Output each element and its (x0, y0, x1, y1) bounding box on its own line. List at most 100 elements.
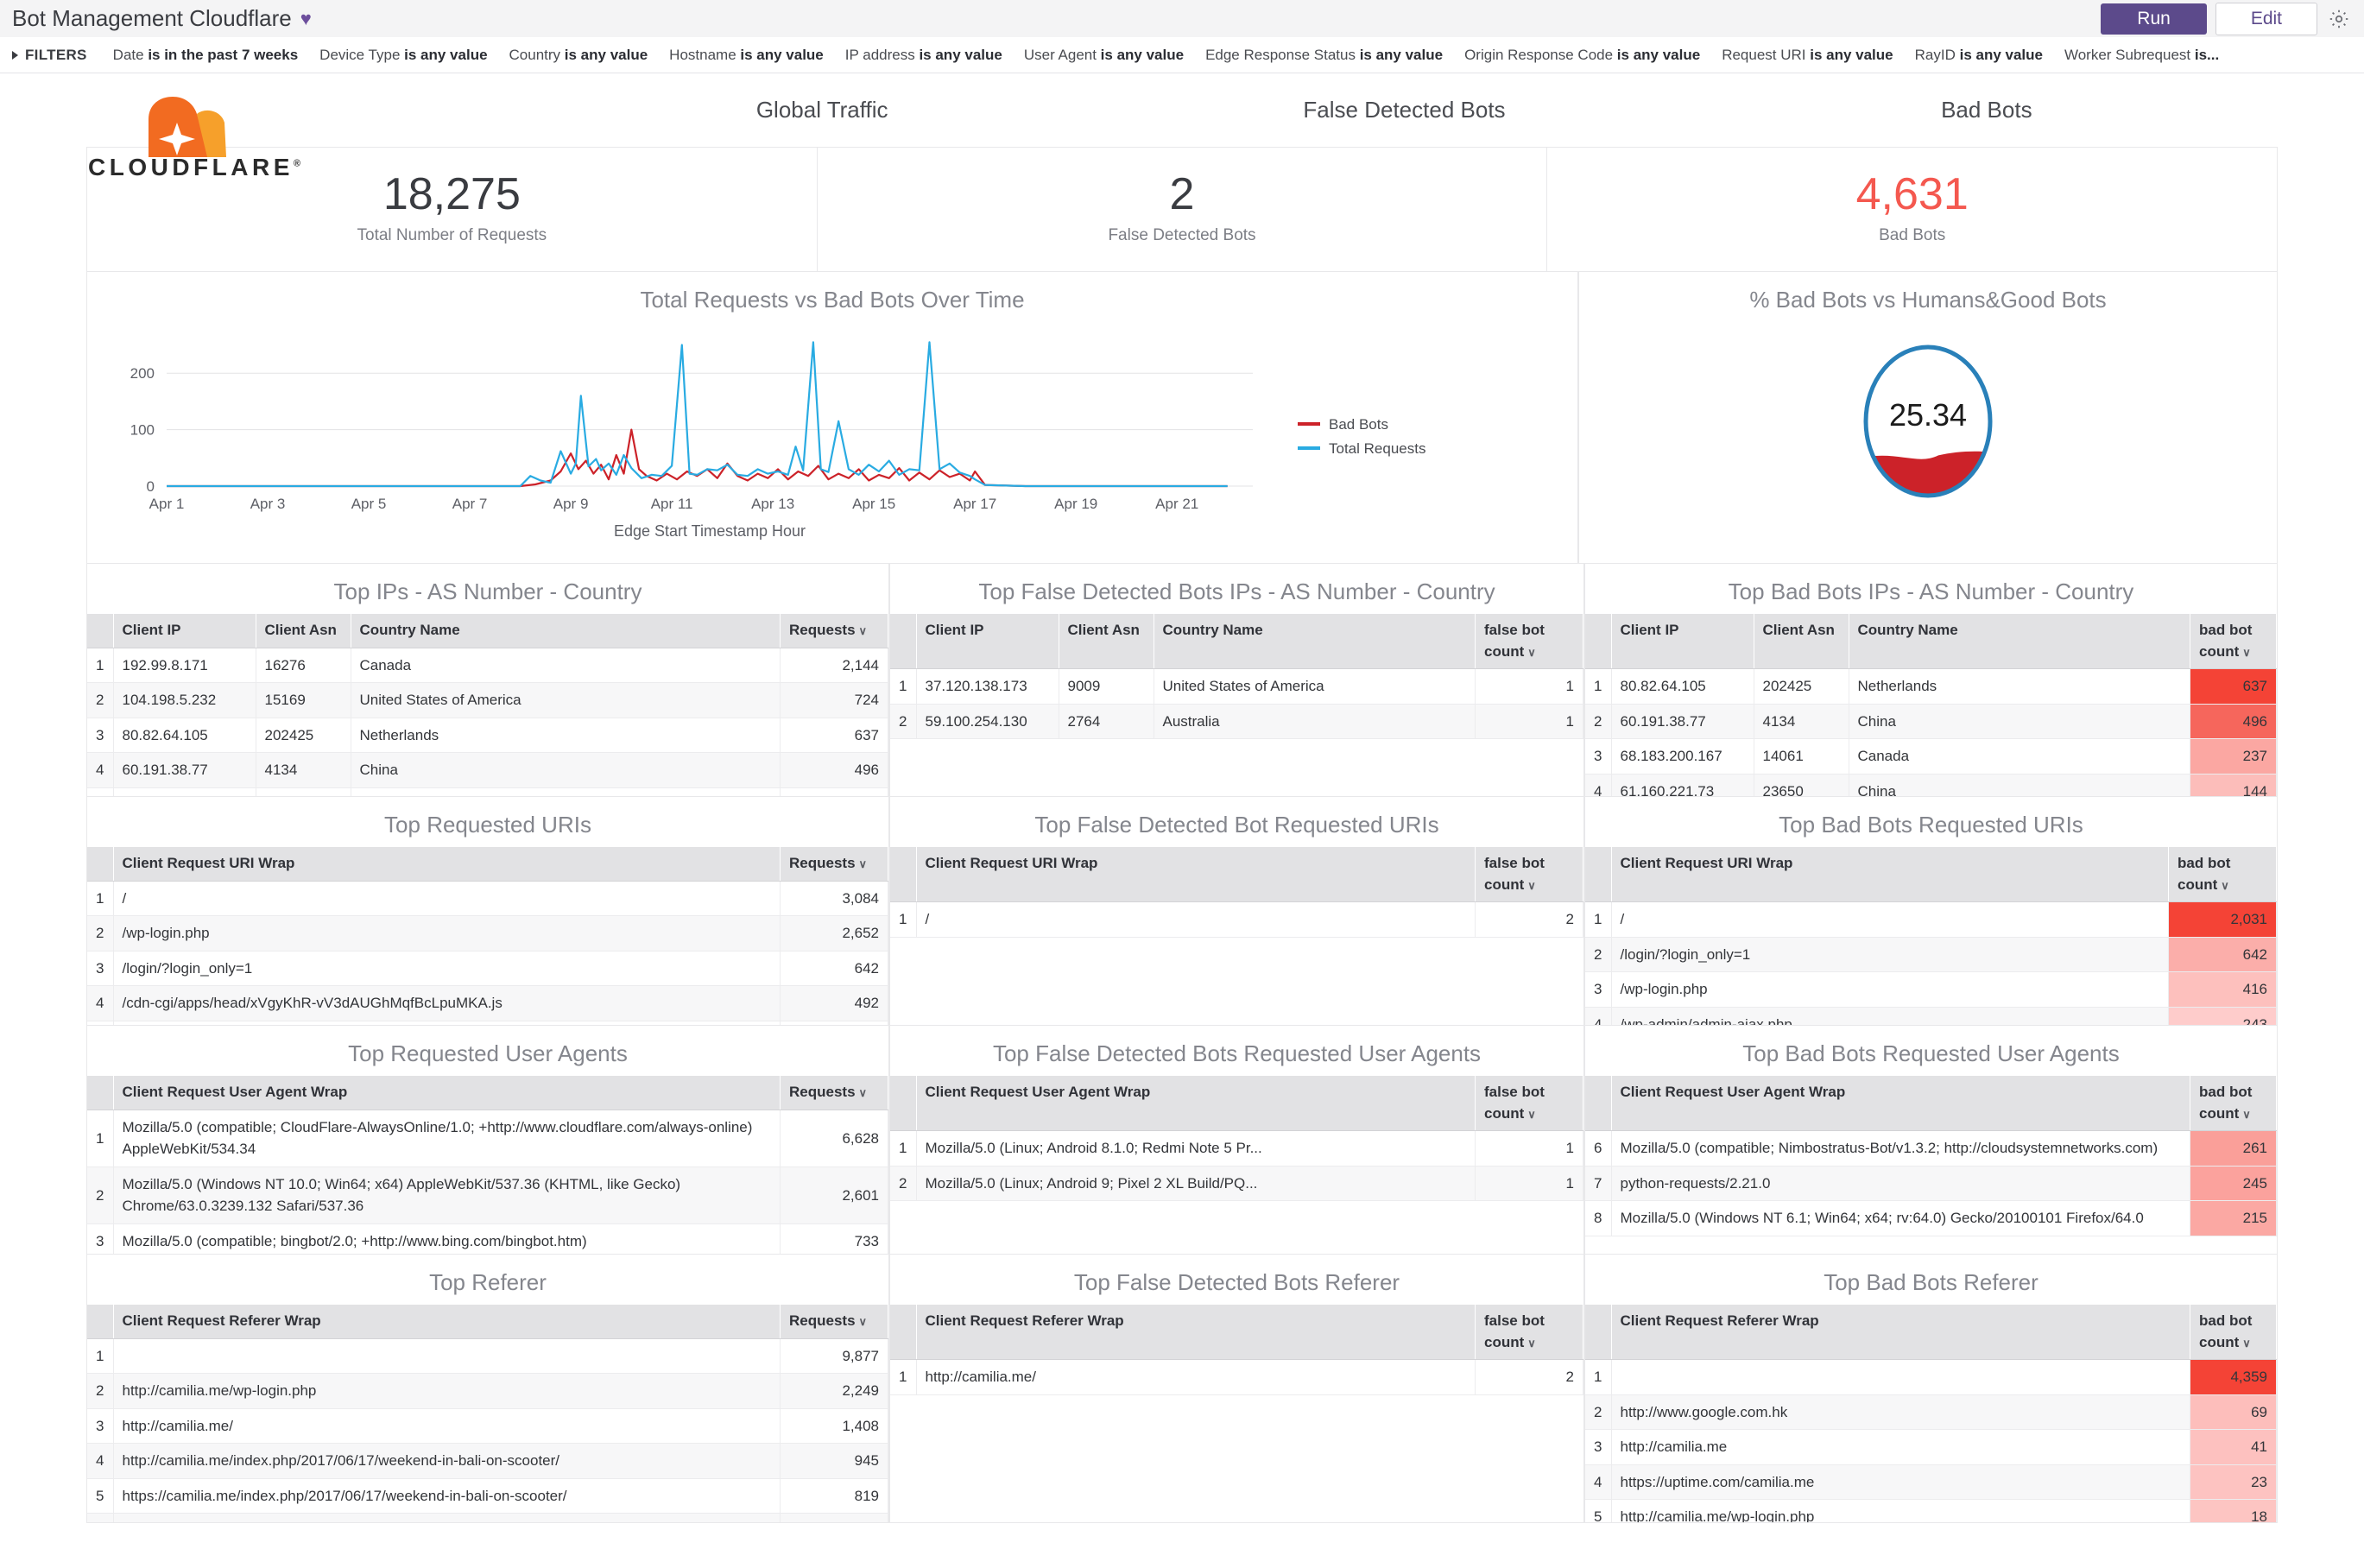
table-row[interactable]: 5 http://camilia.me/wp-login.php 18 (1585, 1499, 2277, 1523)
filter-chip[interactable]: User Agent is any value (1024, 47, 1184, 64)
table-row[interactable]: 2 104.198.5.232 15169 United States of Amer… (87, 682, 888, 718)
table-row[interactable]: 1 80.82.64.105 202425 Netherlands 637 (1585, 668, 2277, 705)
sort-chevron-down-icon[interactable]: ∨ (858, 857, 868, 871)
table-row[interactable]: 4/wp-admin/admin-ajax.php 243 (1585, 1007, 2277, 1026)
table-row[interactable]: 4 https://uptime.com/camilia.me 23 (1585, 1464, 2277, 1501)
table-row[interactable]: 3 http://camilia.me 41 (1585, 1429, 2277, 1465)
column-header[interactable]: false bot count ∨ (1475, 1305, 1583, 1361)
sort-chevron-down-icon[interactable]: ∨ (858, 624, 868, 638)
table-row[interactable]: 1 192.99.8.171 16276 Canada 2,144 (87, 648, 888, 684)
filters-toggle[interactable]: FILTERS (12, 47, 87, 64)
column-header[interactable]: Client Asn (256, 614, 351, 648)
data-table[interactable]: Client Request URI Wrap bad bot count ∨ 1/2… (1585, 847, 2277, 1026)
data-table[interactable]: Client Request URI Wrap Requests ∨ 1/3,084 2… (87, 847, 888, 1026)
filter-chip[interactable]: Device Type is any value (319, 47, 487, 64)
filter-chip[interactable]: Date is in the past 7 weeks (113, 47, 299, 64)
sort-chevron-down-icon[interactable]: ∨ (858, 1315, 868, 1329)
table-row[interactable]: 3/wp-login.php 416 (1585, 971, 2277, 1008)
table-row[interactable]: 1/2,031 (1585, 901, 2277, 938)
edit-button[interactable]: Edit (2215, 2, 2317, 35)
table-row[interactable]: 1 Mozilla/5.0 (compatible; CloudFlare-Alw… (87, 1110, 888, 1167)
data-table[interactable]: Client Request Referer Wrap Requests ∨ 1 9,8… (87, 1305, 888, 1523)
gear-icon[interactable] (2326, 6, 2352, 32)
data-table[interactable]: Client Request User Agent Wrap false bot … (890, 1076, 1583, 1202)
table-row[interactable]: 4/cdn-cgi/apps/head/xVgyKhR-vV3dAUGhMqfB… (87, 985, 888, 1021)
column-header[interactable]: Client Request User Agent Wrap (1611, 1076, 2190, 1132)
column-header[interactable]: Client Asn (1059, 614, 1154, 670)
sort-chevron-down-icon[interactable]: ∨ (2221, 878, 2229, 892)
column-header[interactable]: Client Request User Agent Wrap (113, 1076, 781, 1110)
table-row[interactable]: 1 37.120.138.173 9009 United States of Amer… (890, 668, 1583, 705)
data-table[interactable]: Client Request Referer Wrap bad bot count… (1585, 1305, 2277, 1523)
data-table[interactable]: Client IP Client Asn Country Name Requests ∨… (87, 614, 888, 797)
filter-chip[interactable]: IP address is any value (845, 47, 1002, 64)
column-header[interactable]: Country Name (1154, 614, 1476, 670)
table-row[interactable]: 2 http://www.google.com.hk 69 (1585, 1394, 2277, 1431)
column-header[interactable]: Client Request User Agent Wrap (916, 1076, 1476, 1132)
column-header[interactable]: bad bot count ∨ (2190, 1305, 2277, 1361)
sort-chevron-down-icon[interactable]: ∨ (1527, 645, 1536, 659)
sort-chevron-down-icon[interactable]: ∨ (1527, 878, 1536, 892)
table-row[interactable]: 2 Mozilla/5.0 (Windows NT 10.0; Win64; x6… (87, 1167, 888, 1224)
table-row[interactable]: 2 59.100.254.130 2764 Australia 1 (890, 704, 1583, 740)
data-table[interactable]: Client Request User Agent Wrap Requests ∨ 1… (87, 1076, 888, 1255)
sort-chevron-down-icon[interactable]: ∨ (2242, 1107, 2251, 1121)
table-row[interactable]: 1/3,084 (87, 881, 888, 917)
column-header[interactable]: Client Request URI Wrap (1611, 847, 2169, 903)
data-table[interactable]: Client IP Client Asn Country Name bad bot c… (1585, 614, 2277, 797)
table-row[interactable]: 4 60.191.38.77 4134 China 496 (87, 752, 888, 788)
column-header[interactable]: Client IP (1611, 614, 1754, 670)
column-header[interactable]: Country Name (1849, 614, 2190, 670)
filter-chip[interactable]: Edge Response Status is any value (1205, 47, 1443, 64)
table-row[interactable]: 5 https://camilia.me/index.php/2017/06/17… (87, 1478, 888, 1514)
table-row[interactable]: 8 Mozilla/5.0 (Windows NT 6.1; Win64; x64… (1585, 1200, 2277, 1236)
bad-bot-percent-gauge[interactable]: 25.34 (1855, 344, 2001, 499)
column-header[interactable]: false bot count ∨ (1475, 1076, 1583, 1132)
sort-chevron-down-icon[interactable]: ∨ (2242, 1336, 2251, 1350)
column-header[interactable]: bad bot count ∨ (2190, 614, 2277, 670)
table-row[interactable]: 6https://camilia.me/458 (87, 1513, 888, 1523)
table-row[interactable]: 2/login/?login_only=1 642 (1585, 937, 2277, 973)
table-row[interactable]: 6 Mozilla/5.0 (compatible; Nimbostratus-B… (1585, 1130, 2277, 1167)
timeseries-chart[interactable]: 0 100 200 Apr 1 Apr 3 Apr 5 Apr 7 Apr 9 Apr 11 Ap… (87, 322, 1577, 553)
column-header[interactable]: Client Request URI Wrap (916, 847, 1476, 903)
column-header[interactable]: bad bot count ∨ (2190, 1076, 2277, 1132)
heart-icon[interactable]: ♥ (300, 7, 312, 29)
column-header[interactable]: Requests ∨ (780, 1305, 888, 1339)
data-table[interactable]: Client IP Client Asn Country Name false bot… (890, 614, 1583, 740)
column-header[interactable]: Country Name (351, 614, 781, 648)
column-header[interactable]: Client IP (113, 614, 256, 648)
table-row[interactable]: 3 80.82.64.105 202425 Netherlands 637 (87, 718, 888, 754)
table-row[interactable]: 2 Mozilla/5.0 (Linux; Android 9; Pixel 2 … (890, 1166, 1583, 1202)
data-table[interactable]: Client Request URI Wrap false bot count ∨ 1… (890, 847, 1583, 938)
filter-chip[interactable]: Country is any value (509, 47, 648, 64)
filter-chip[interactable]: Request URI is any value (1722, 47, 1893, 64)
table-row[interactable]: 1 9,877 (87, 1338, 888, 1375)
column-header[interactable]: Requests ∨ (780, 614, 888, 648)
table-row[interactable]: 4 61.160.221.73 23650 China 144 (1585, 774, 2277, 797)
column-header[interactable]: Client IP (916, 614, 1059, 670)
column-header[interactable]: Client Asn (1754, 614, 1849, 670)
table-row[interactable]: 2 http://camilia.me/wp-login.php 2,249 (87, 1373, 888, 1409)
table-row[interactable]: 1 http://camilia.me/2 (890, 1359, 1583, 1395)
table-row[interactable]: 5136.24.49.3719165United States of Ameri… (87, 787, 888, 797)
table-row[interactable]: 7 python-requests/2.21.0 245 (1585, 1166, 2277, 1202)
table-row[interactable]: 2/wp-login.php 2,652 (87, 915, 888, 952)
table-row[interactable]: 3/login/?login_only=1 642 (87, 951, 888, 987)
column-header[interactable]: Requests ∨ (780, 1076, 888, 1110)
filter-chip[interactable]: RayID is any value (1915, 47, 2043, 64)
column-header[interactable]: false bot count ∨ (1475, 614, 1583, 670)
filter-chip[interactable]: Hostname is any value (669, 47, 824, 64)
filter-chip[interactable]: Origin Response Code is any value (1464, 47, 1700, 64)
data-table[interactable]: Client Request User Agent Wrap bad bot co… (1585, 1076, 2277, 1236)
filter-chip[interactable]: Worker Subrequest is... (2064, 47, 2219, 64)
column-header[interactable]: Requests ∨ (780, 847, 888, 882)
table-row[interactable]: 1/2 (890, 901, 1583, 938)
column-header[interactable]: Client Request Referer Wrap (916, 1305, 1476, 1361)
sort-chevron-down-icon[interactable]: ∨ (1527, 1336, 1536, 1350)
table-row[interactable]: 1 Mozilla/5.0 (Linux; Android 8.1.0; Redm… (890, 1130, 1583, 1167)
sort-chevron-down-icon[interactable]: ∨ (2242, 645, 2251, 659)
table-row[interactable]: 2 60.191.38.77 4134 China 496 (1585, 704, 2277, 740)
column-header[interactable]: Client Request URI Wrap (113, 847, 781, 882)
table-row[interactable]: 4 http://camilia.me/index.php/2017/06/17/… (87, 1443, 888, 1479)
